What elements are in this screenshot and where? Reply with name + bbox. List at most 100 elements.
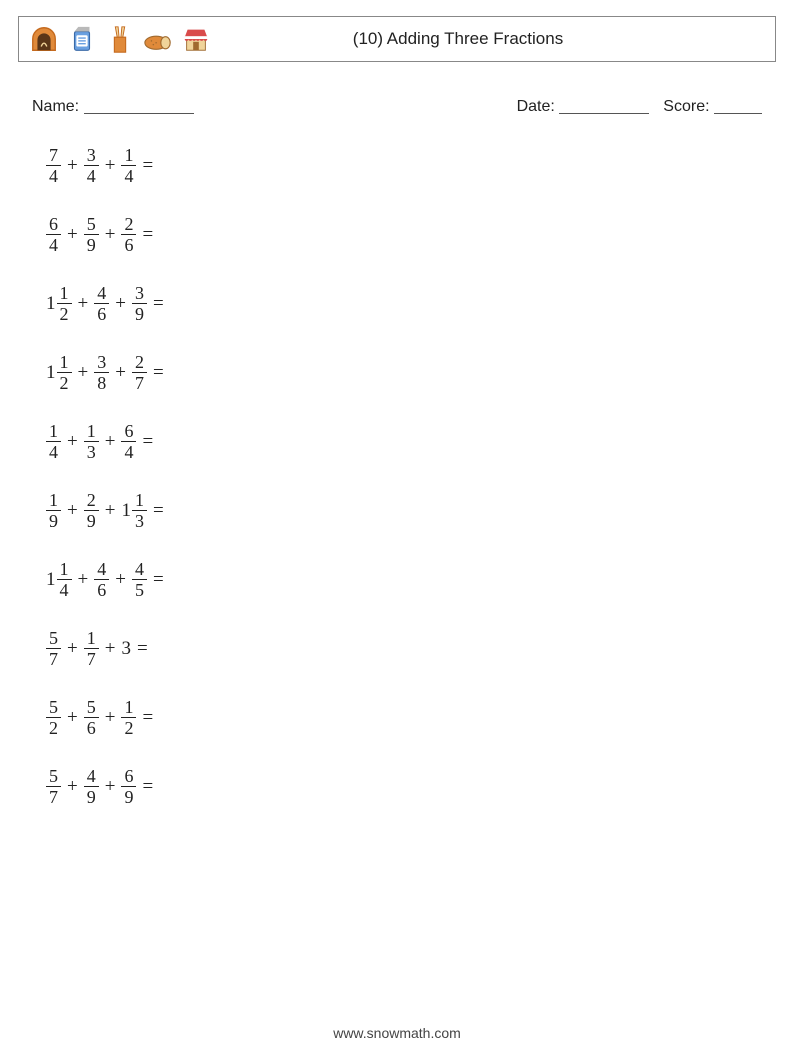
fraction: 74 xyxy=(46,146,61,185)
denominator: 6 xyxy=(94,304,109,323)
denominator: 7 xyxy=(84,649,99,668)
fraction: 12 xyxy=(57,284,72,323)
worksheet-title: (10) Adding Three Fractions xyxy=(211,29,765,49)
term: 64 xyxy=(121,422,136,461)
meta-row: Name: Date: Score: xyxy=(18,94,776,116)
numerator: 6 xyxy=(121,767,136,786)
footer-url: www.snowmath.com xyxy=(0,1025,794,1041)
denominator: 9 xyxy=(132,304,147,323)
plus-operator: + xyxy=(61,155,84,177)
numerator: 5 xyxy=(46,629,61,648)
term: 34 xyxy=(84,146,99,185)
numerator: 1 xyxy=(84,422,99,441)
score-label: Score: xyxy=(663,98,709,115)
date-blank[interactable] xyxy=(559,97,649,114)
denominator: 2 xyxy=(46,718,61,737)
whole-part: 1 xyxy=(46,569,56,591)
numerator: 5 xyxy=(46,767,61,786)
equals-sign: = xyxy=(147,293,170,315)
fraction: 29 xyxy=(84,491,99,530)
equals-sign: = xyxy=(131,638,154,660)
fraction: 17 xyxy=(84,629,99,668)
equals-sign: = xyxy=(136,431,159,453)
numerator: 2 xyxy=(121,215,136,234)
whole-part: 1 xyxy=(46,293,56,315)
problems-list: 74+34+14=64+59+26=112+46+39=112+38+27=14… xyxy=(18,146,776,806)
numerator: 4 xyxy=(94,284,109,303)
numerator: 4 xyxy=(94,560,109,579)
denominator: 9 xyxy=(84,787,99,806)
plus-operator: + xyxy=(99,776,122,798)
denominator: 4 xyxy=(46,235,61,254)
plus-operator: + xyxy=(109,362,132,384)
fraction: 34 xyxy=(84,146,99,185)
score-blank[interactable] xyxy=(714,97,762,114)
numerator: 1 xyxy=(132,491,147,510)
term: 64 xyxy=(46,215,61,254)
denominator: 9 xyxy=(84,235,99,254)
denominator: 4 xyxy=(46,442,61,461)
plus-operator: + xyxy=(99,431,122,453)
milk-carton-icon xyxy=(67,24,97,54)
plus-operator: + xyxy=(109,293,132,315)
term: 56 xyxy=(84,698,99,737)
numerator: 6 xyxy=(46,215,61,234)
term: 13 xyxy=(84,422,99,461)
term: 45 xyxy=(132,560,147,599)
denominator: 6 xyxy=(84,718,99,737)
problem-row: 112+38+27= xyxy=(46,353,776,392)
term: 19 xyxy=(46,491,61,530)
problem-row: 64+59+26= xyxy=(46,215,776,254)
denominator: 6 xyxy=(121,235,136,254)
shop-icon xyxy=(181,24,211,54)
denominator: 9 xyxy=(121,787,136,806)
fraction: 57 xyxy=(46,629,61,668)
term: 112 xyxy=(46,284,72,323)
equals-sign: = xyxy=(147,362,170,384)
plus-operator: + xyxy=(109,569,132,591)
numerator: 3 xyxy=(94,353,109,372)
problem-row: 114+46+45= xyxy=(46,560,776,599)
numerator: 4 xyxy=(84,767,99,786)
problem-row: 57+49+69= xyxy=(46,767,776,806)
denominator: 2 xyxy=(57,373,72,392)
fraction: 12 xyxy=(57,353,72,392)
worksheet-page: (10) Adding Three Fractions Name: Date: … xyxy=(0,0,794,1053)
name-blank[interactable] xyxy=(84,97,194,114)
fraction: 14 xyxy=(46,422,61,461)
header-icons xyxy=(29,24,211,54)
numerator: 5 xyxy=(84,215,99,234)
term: 112 xyxy=(46,353,72,392)
numerator: 7 xyxy=(46,146,61,165)
plus-operator: + xyxy=(99,500,122,522)
denominator: 5 xyxy=(132,580,147,599)
term: 69 xyxy=(121,767,136,806)
equals-sign: = xyxy=(136,155,159,177)
score-field: Score: xyxy=(663,94,762,116)
denominator: 3 xyxy=(132,511,147,530)
fraction: 45 xyxy=(132,560,147,599)
whole-part: 1 xyxy=(46,362,56,384)
fraction: 14 xyxy=(57,560,72,599)
fraction: 19 xyxy=(46,491,61,530)
plus-operator: + xyxy=(99,155,122,177)
term: 26 xyxy=(121,215,136,254)
term: 59 xyxy=(84,215,99,254)
term: 49 xyxy=(84,767,99,806)
problem-row: 14+13+64= xyxy=(46,422,776,461)
term: 27 xyxy=(132,353,147,392)
problem-row: 19+29+113= xyxy=(46,491,776,530)
plus-operator: + xyxy=(72,293,95,315)
baguette-bag-icon xyxy=(105,24,135,54)
fraction: 69 xyxy=(121,767,136,806)
denominator: 6 xyxy=(94,580,109,599)
integer: 3 xyxy=(121,638,131,660)
plus-operator: + xyxy=(61,776,84,798)
plus-operator: + xyxy=(99,707,122,729)
term: 39 xyxy=(132,284,147,323)
header-box: (10) Adding Three Fractions xyxy=(18,16,776,62)
term: 3 xyxy=(121,638,131,660)
whole-part: 1 xyxy=(121,500,131,522)
numerator: 2 xyxy=(132,353,147,372)
plus-operator: + xyxy=(72,362,95,384)
